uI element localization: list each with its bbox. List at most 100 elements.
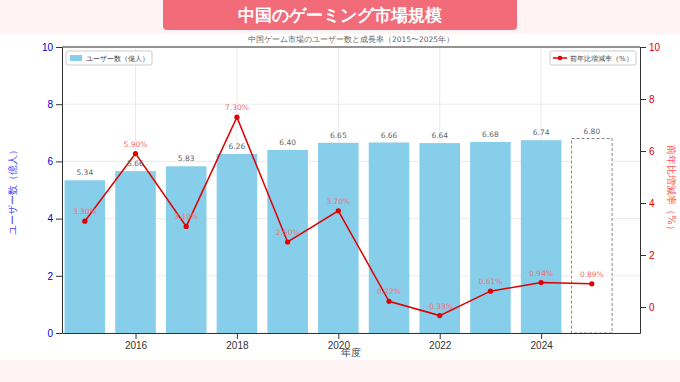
- bar-label: 6.80: [583, 127, 600, 136]
- tick: 0: [47, 328, 62, 339]
- bottom-band: [0, 360, 680, 382]
- axis-line: [640, 48, 641, 334]
- grid: [62, 47, 640, 333]
- subtitle: 中国ゲーム市場のユーザー数と成長率（2015〜2025年）: [248, 35, 454, 44]
- line-label: 0.22%: [377, 287, 401, 296]
- marker: [386, 299, 391, 304]
- bar: [166, 166, 207, 333]
- tick-mark: [338, 333, 339, 339]
- tick-mark: [56, 104, 62, 105]
- frame: [62, 47, 640, 48]
- tick: 4: [640, 198, 655, 209]
- bar-label: 5.83: [178, 154, 195, 163]
- tick-mark: [56, 47, 62, 48]
- legend: ユーザー数（億人）: [66, 51, 152, 65]
- axis-line: [62, 48, 63, 334]
- tick-mark: [640, 307, 646, 308]
- bar: [217, 154, 258, 333]
- tick-mark: [237, 333, 238, 339]
- bar-label: 6.66: [381, 131, 398, 140]
- legend-marker: [558, 56, 563, 61]
- data-labels: 5.345.665.836.266.406.656.666.646.686.74…: [73, 103, 604, 310]
- tick-label: 10: [42, 42, 54, 53]
- tick: 2016: [125, 333, 148, 351]
- tick-label: 8: [47, 99, 53, 110]
- line-label: 0.94%: [529, 269, 553, 278]
- tick: 2018: [226, 333, 249, 351]
- tick: 4: [47, 213, 62, 224]
- bar-label: 6.65: [330, 131, 347, 140]
- legend-label: ユーザー数（億人）: [86, 55, 149, 63]
- tick: 8: [640, 94, 655, 105]
- tick-label: 2: [649, 250, 655, 261]
- tick-mark: [136, 333, 137, 339]
- tick-mark: [56, 219, 62, 220]
- tick: 8: [47, 99, 62, 110]
- tick: 10: [640, 42, 661, 53]
- tick-label: 4: [649, 198, 655, 209]
- y-axis: 0 2 4 6 8 10: [42, 42, 63, 339]
- marker: [539, 280, 544, 285]
- title: 中国のゲーミング市場規模: [238, 5, 442, 25]
- tick: 2022: [429, 333, 452, 351]
- tick-label: 10: [649, 42, 661, 53]
- bar: [470, 142, 511, 333]
- legend-swatch: [70, 55, 82, 61]
- line-label: 3.30%: [73, 207, 97, 216]
- line-label: 0.61%: [479, 277, 503, 286]
- bar: [318, 143, 359, 333]
- bar: [419, 143, 460, 333]
- line-label: -0.33%: [426, 302, 453, 311]
- tick-mark: [541, 333, 542, 339]
- y2-axis: 0 2 4 6 8 10: [640, 42, 661, 334]
- line-label: 3.10%: [174, 212, 198, 221]
- marker: [589, 281, 594, 286]
- tick-label: 2016: [125, 340, 148, 351]
- line-label: 2.50%: [276, 228, 300, 237]
- tick: 6: [47, 156, 62, 167]
- marker: [234, 115, 239, 120]
- bar: [267, 150, 308, 333]
- title-banner: [163, 0, 517, 30]
- bar-label: 6.68: [482, 130, 499, 139]
- tick-label: 2: [47, 271, 53, 282]
- bar-label: 5.66: [127, 159, 144, 168]
- tick: 2: [47, 271, 62, 282]
- tick-label: 2024: [531, 340, 554, 351]
- line-label: 0.89%: [580, 270, 604, 279]
- tick-mark: [56, 161, 62, 162]
- tick-label: 4: [47, 213, 53, 224]
- marker: [133, 151, 138, 156]
- tick-label: 2018: [226, 340, 249, 351]
- tick-label: 0: [649, 302, 655, 313]
- legend: 前年比増減率（%）: [550, 51, 636, 65]
- bar-label: 5.34: [76, 168, 93, 177]
- tick: 10: [42, 42, 62, 53]
- grid-line: [62, 104, 640, 105]
- tick: 0: [640, 302, 655, 313]
- tick-label: 8: [649, 94, 655, 105]
- tick: 2024: [531, 333, 554, 351]
- marker: [184, 224, 189, 229]
- tick-mark: [640, 203, 646, 204]
- marker: [82, 219, 87, 224]
- tick-label: 0: [47, 328, 53, 339]
- tick-mark: [640, 47, 646, 48]
- bar-label: 6.74: [533, 128, 550, 137]
- tick-label: 6: [47, 156, 53, 167]
- tick-mark: [640, 151, 646, 152]
- x-axis-title: 年度: [341, 347, 361, 358]
- bar: [369, 143, 410, 333]
- bar: [521, 140, 562, 333]
- marker: [488, 289, 493, 294]
- axis-line: [63, 333, 641, 334]
- marker: [437, 313, 442, 318]
- legend-box: [66, 51, 152, 65]
- chart: 中国のゲーミング市場規模中国ゲーム市場のユーザー数と成長率（2015〜2025年…: [0, 0, 680, 382]
- bar-label: 6.26: [229, 142, 246, 151]
- y-axis-title: ユーザー数（億人）: [7, 145, 18, 235]
- grid-line: [62, 47, 640, 48]
- tick-mark: [640, 255, 646, 256]
- tick: 6: [640, 146, 655, 157]
- tick-mark: [640, 99, 646, 100]
